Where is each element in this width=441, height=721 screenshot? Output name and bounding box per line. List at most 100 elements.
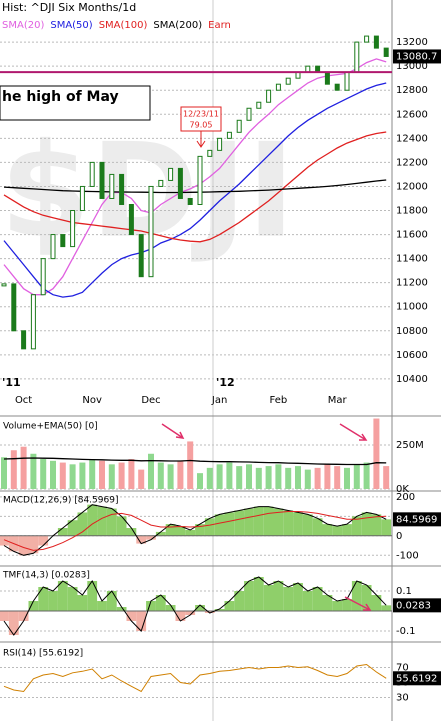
arrow bbox=[339, 423, 368, 441]
volume-bar bbox=[236, 466, 243, 489]
area-slice bbox=[175, 526, 186, 536]
y-tick-label: 12200 bbox=[396, 157, 428, 168]
volume-bar bbox=[138, 469, 145, 489]
volume-bar bbox=[324, 464, 331, 489]
sma-line bbox=[3, 179, 387, 194]
volume-bar bbox=[40, 459, 47, 489]
area-slice bbox=[234, 591, 245, 611]
area-slice bbox=[87, 581, 98, 611]
area-slice bbox=[293, 583, 303, 611]
year-label: '11 bbox=[2, 376, 21, 389]
area-slice bbox=[244, 581, 254, 611]
y-tick-label: 200 bbox=[396, 492, 415, 503]
candle bbox=[89, 161, 95, 187]
x-tick-label: Dec bbox=[141, 395, 160, 406]
y-tick-label: 0.1 bbox=[396, 586, 412, 597]
area-slice bbox=[244, 508, 254, 536]
area-slice bbox=[371, 595, 382, 611]
area-slice bbox=[38, 535, 49, 546]
area-slice bbox=[332, 601, 343, 611]
y-tick-label: 250M bbox=[396, 440, 424, 451]
area-slice bbox=[361, 585, 372, 611]
area-slice bbox=[322, 524, 333, 536]
area-slice bbox=[146, 535, 156, 540]
area-slice bbox=[302, 514, 313, 536]
x-tick-label: Mar bbox=[328, 395, 348, 406]
area-slice bbox=[116, 516, 127, 536]
arrow bbox=[344, 596, 372, 611]
panel-title: RSI(14) [55.6192] bbox=[3, 649, 83, 659]
candle bbox=[187, 197, 193, 205]
candle bbox=[148, 185, 154, 278]
volume-bar bbox=[59, 462, 66, 489]
candle bbox=[79, 185, 85, 212]
candle bbox=[324, 71, 330, 85]
area-slice bbox=[302, 591, 313, 611]
area-slice bbox=[18, 535, 29, 556]
candle bbox=[256, 101, 262, 109]
x-tick-label: Feb bbox=[270, 395, 288, 406]
y-tick-label: 12600 bbox=[396, 109, 428, 120]
volume-bar bbox=[89, 459, 96, 489]
x-tick-label: Oct bbox=[15, 395, 32, 406]
candle bbox=[246, 107, 252, 121]
volume-bar bbox=[197, 473, 203, 489]
area-slice bbox=[28, 601, 39, 611]
value-box bbox=[393, 49, 441, 64]
candle bbox=[207, 149, 213, 157]
y-tick-label: 11200 bbox=[396, 278, 428, 289]
area-slice bbox=[293, 512, 303, 536]
area-slice bbox=[67, 520, 78, 536]
volume-bar bbox=[383, 466, 390, 489]
volume-bar bbox=[1, 457, 7, 489]
y-tick-label: 11800 bbox=[396, 206, 428, 217]
rsi-line bbox=[3, 663, 387, 693]
area-slice bbox=[322, 595, 333, 611]
area-slice bbox=[67, 587, 78, 611]
sma-line bbox=[3, 58, 387, 296]
area-slice bbox=[106, 508, 117, 536]
area-slice bbox=[0, 611, 9, 621]
chart-title: Hist: ^DJI Six Months/1d bbox=[2, 1, 136, 14]
area-slice bbox=[224, 601, 235, 611]
y-tick-label: 70 bbox=[396, 663, 409, 674]
area-slice bbox=[146, 601, 156, 611]
volume-bar bbox=[118, 462, 125, 489]
volume-bar bbox=[353, 464, 360, 489]
area-slice bbox=[204, 611, 215, 613]
area-slice bbox=[28, 535, 39, 554]
y-tick-label: 12000 bbox=[396, 181, 428, 192]
area-slice bbox=[283, 587, 294, 611]
candle bbox=[50, 234, 56, 260]
candle bbox=[364, 35, 370, 43]
y-tick-label: -0.1 bbox=[396, 626, 416, 637]
candle bbox=[217, 137, 223, 151]
area-slice bbox=[0, 535, 9, 546]
volume-bar bbox=[157, 462, 164, 489]
signal-line bbox=[3, 511, 387, 551]
area-slice bbox=[332, 526, 343, 536]
candle bbox=[11, 283, 17, 332]
area-slice bbox=[126, 611, 137, 621]
volume-bar bbox=[285, 467, 292, 489]
volume-bar bbox=[20, 446, 27, 489]
area-slice bbox=[77, 595, 88, 611]
candle bbox=[40, 258, 46, 296]
area-slice bbox=[57, 581, 68, 611]
area-slice bbox=[253, 577, 264, 611]
candle bbox=[197, 155, 203, 205]
candle bbox=[236, 119, 242, 133]
volume-bar bbox=[304, 469, 311, 489]
area-slice bbox=[18, 611, 29, 621]
area-slice bbox=[97, 506, 107, 536]
y-tick-label: 0 bbox=[396, 531, 402, 542]
candle bbox=[119, 173, 125, 205]
candle bbox=[21, 330, 27, 350]
area-slice bbox=[342, 599, 352, 611]
volume-bar bbox=[334, 466, 341, 489]
area-slice bbox=[155, 531, 166, 536]
area-slice bbox=[126, 528, 137, 536]
area-slice bbox=[155, 595, 166, 611]
y-tick-label: 30 bbox=[396, 693, 409, 704]
